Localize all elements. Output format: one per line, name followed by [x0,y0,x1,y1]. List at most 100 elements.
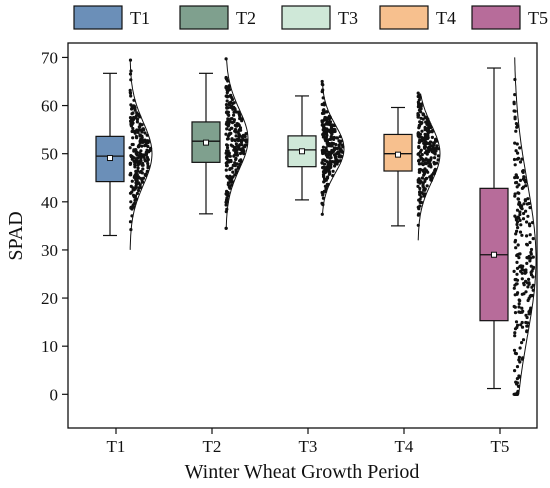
data-point [513,194,517,198]
data-point [528,206,532,210]
box [287,135,317,168]
data-point [226,175,230,179]
data-point [518,210,522,214]
data-point [144,172,148,176]
data-point [321,173,326,177]
data-point [519,223,523,227]
data-point [321,123,325,127]
data-point [146,144,150,149]
series-layer [95,57,537,396]
data-point [527,254,531,259]
data-point [324,187,328,191]
legend-label: T4 [436,8,456,28]
data-point [516,384,521,388]
data-point [232,113,236,117]
data-point [130,179,134,183]
data-point [526,324,530,328]
legend-swatch [379,5,429,30]
data-point [513,77,517,82]
data-point [418,132,423,136]
data-point [426,129,430,133]
data-point [320,120,324,124]
data-point [424,126,428,130]
data-point [517,305,521,309]
y-tick-label: 70 [41,48,58,67]
data-point [128,162,133,166]
data-point [228,167,232,171]
data-point [422,194,426,198]
data-point [522,202,526,206]
data-point [528,259,532,263]
data-point [513,163,517,167]
data-point [513,214,517,218]
data-point [426,170,430,174]
data-point [531,288,535,292]
data-point [136,130,140,134]
legend-label: T3 [338,8,358,28]
data-point [419,105,423,109]
data-point [513,331,517,335]
data-point [416,91,420,95]
data-point [425,149,429,153]
data-point [514,392,518,396]
data-point [234,156,238,161]
data-point [417,145,421,150]
data-point [130,190,134,194]
data-point [237,113,242,117]
data-point [515,260,519,264]
data-point [225,127,229,131]
data-point [225,110,229,114]
data-point [517,355,522,359]
data-point [143,131,147,135]
data-point [513,293,517,297]
data-point [520,233,524,237]
data-point [129,205,133,210]
data-point [513,311,518,315]
data-point [334,155,338,159]
data-point [524,184,528,188]
data-point [427,164,431,168]
data-point [518,230,523,234]
data-point [324,131,329,135]
data-point [128,72,133,76]
data-point [417,177,421,181]
data-point [338,135,342,139]
data-point [231,163,235,167]
data-point [520,277,524,281]
data-point [417,126,421,130]
data-point [515,124,520,128]
legend: T1 T2 T3 T4 T5 [73,5,548,30]
data-point [230,137,234,141]
data-point [327,144,331,148]
data-point [527,277,531,281]
data-point [322,158,326,162]
data-point [240,117,244,121]
data-point [142,128,146,132]
data-point [327,172,331,176]
data-point [328,156,332,160]
data-point [225,149,229,153]
data-point [421,168,425,172]
data-point [321,203,325,207]
data-point [333,164,337,168]
data-point [520,357,524,361]
y-tick-label: 30 [41,241,58,260]
data-point [321,128,325,132]
data-point [515,222,519,227]
data-point [421,184,425,188]
data-point [430,130,434,134]
legend-label: T1 [130,8,150,28]
data-point [525,261,529,265]
data-point [240,147,244,151]
data-point [227,85,231,89]
data-point [512,157,517,162]
data-point [225,154,229,158]
data-point [332,135,336,140]
data-point [140,144,144,148]
data-point [323,137,327,141]
data-point [515,142,519,146]
data-point [432,171,436,175]
data-point [332,129,337,134]
data-point [138,133,143,137]
data-point [230,180,234,184]
